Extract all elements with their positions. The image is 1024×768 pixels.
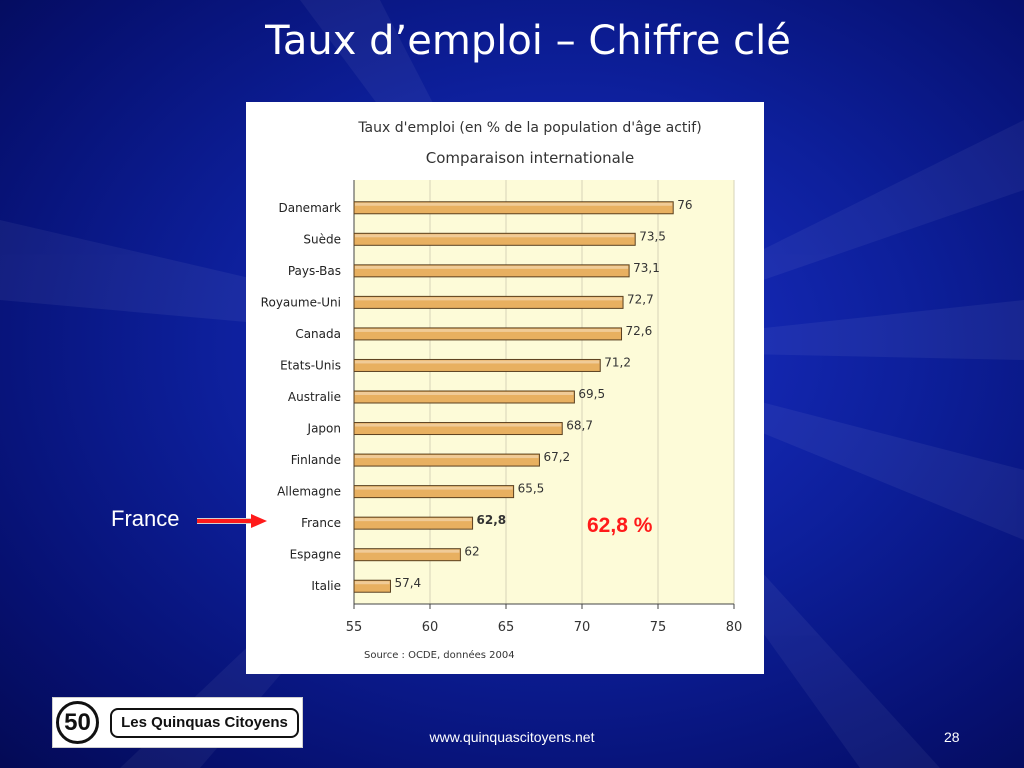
chart-subtitle: Comparaison internationale <box>426 149 634 167</box>
logo-text: Les Quinquas Citoyens <box>110 708 299 738</box>
logo: 50 Les Quinquas Citoyens <box>52 697 303 748</box>
logo-50-badge: 50 <box>56 701 99 744</box>
bar <box>353 453 540 467</box>
france-callout-label: France <box>111 506 180 531</box>
value-label: 68,7 <box>566 419 593 433</box>
bar-highlight <box>355 328 621 332</box>
category-label: Pays-Bas <box>288 264 341 278</box>
value-label: 72,6 <box>626 324 653 338</box>
bar-highlight <box>355 297 623 301</box>
bar-highlight <box>355 549 460 553</box>
category-label: Danemark <box>278 201 341 215</box>
bar-highlight <box>355 265 629 269</box>
bar-highlight <box>355 202 673 206</box>
bar <box>353 232 636 246</box>
value-label: 71,2 <box>604 355 631 369</box>
bar <box>353 579 391 593</box>
category-label: Allemagne <box>277 485 341 499</box>
value-label: 57,4 <box>394 576 421 590</box>
bar <box>353 264 630 278</box>
value-label: 72,7 <box>627 292 654 306</box>
value-label: 65,5 <box>518 482 545 496</box>
category-label: Suède <box>303 232 341 246</box>
category-label: Canada <box>295 327 341 341</box>
footer-url[interactable]: www.quinquascitoyens.net <box>429 729 595 745</box>
bar <box>353 295 624 309</box>
red-arrow-icon <box>197 514 267 528</box>
page-number: 28 <box>944 729 960 745</box>
category-label: Japon <box>307 422 341 436</box>
bar <box>353 390 575 404</box>
value-label: 73,1 <box>633 261 660 275</box>
value-label: 69,5 <box>578 387 605 401</box>
x-tick-label: 80 <box>726 620 743 635</box>
france-highlight-value: 62,8 % <box>587 514 653 537</box>
category-label: Australie <box>288 390 341 404</box>
bar-highlight <box>355 486 513 490</box>
bar <box>353 548 461 562</box>
bar <box>353 485 515 499</box>
bar <box>353 358 601 372</box>
chart-panel: Taux d'emploi (en % de la population d'â… <box>246 102 764 674</box>
category-label: Espagne <box>290 548 341 562</box>
bar-highlight <box>355 518 472 522</box>
value-label: 62,8 <box>477 513 507 527</box>
bar-highlight <box>355 455 539 459</box>
bar <box>353 516 474 530</box>
category-label: Italie <box>311 579 341 593</box>
x-tick-label: 75 <box>650 620 667 635</box>
x-tick-label: 65 <box>498 620 515 635</box>
x-tick-label: 60 <box>422 620 439 635</box>
value-label: 73,5 <box>639 229 666 243</box>
bar <box>353 201 674 215</box>
category-label: France <box>301 516 341 530</box>
bar-highlight <box>355 392 574 395</box>
category-label: Royaume-Uni <box>261 295 341 309</box>
chart-title: Taux d'emploi (en % de la population d'â… <box>357 120 701 136</box>
chart-source: Source : OCDE, données 2004 <box>364 649 515 661</box>
bar-highlight <box>355 423 562 427</box>
value-label: 62 <box>464 545 479 559</box>
category-label: Finlande <box>291 453 341 467</box>
bar <box>353 327 623 341</box>
bar-highlight <box>355 581 390 585</box>
bar-highlight <box>355 234 635 238</box>
bar <box>353 422 563 436</box>
x-tick-label: 55 <box>346 620 363 635</box>
bar-chart: Taux d'emploi (en % de la population d'â… <box>261 120 743 661</box>
slide-title: Taux d’emploi – Chiffre clé <box>265 18 791 64</box>
value-label: 67,2 <box>543 450 570 464</box>
bar-highlight <box>355 360 600 364</box>
x-tick-label: 70 <box>574 620 591 635</box>
category-label: Etats-Unis <box>280 358 341 372</box>
value-label: 76 <box>677 198 692 212</box>
